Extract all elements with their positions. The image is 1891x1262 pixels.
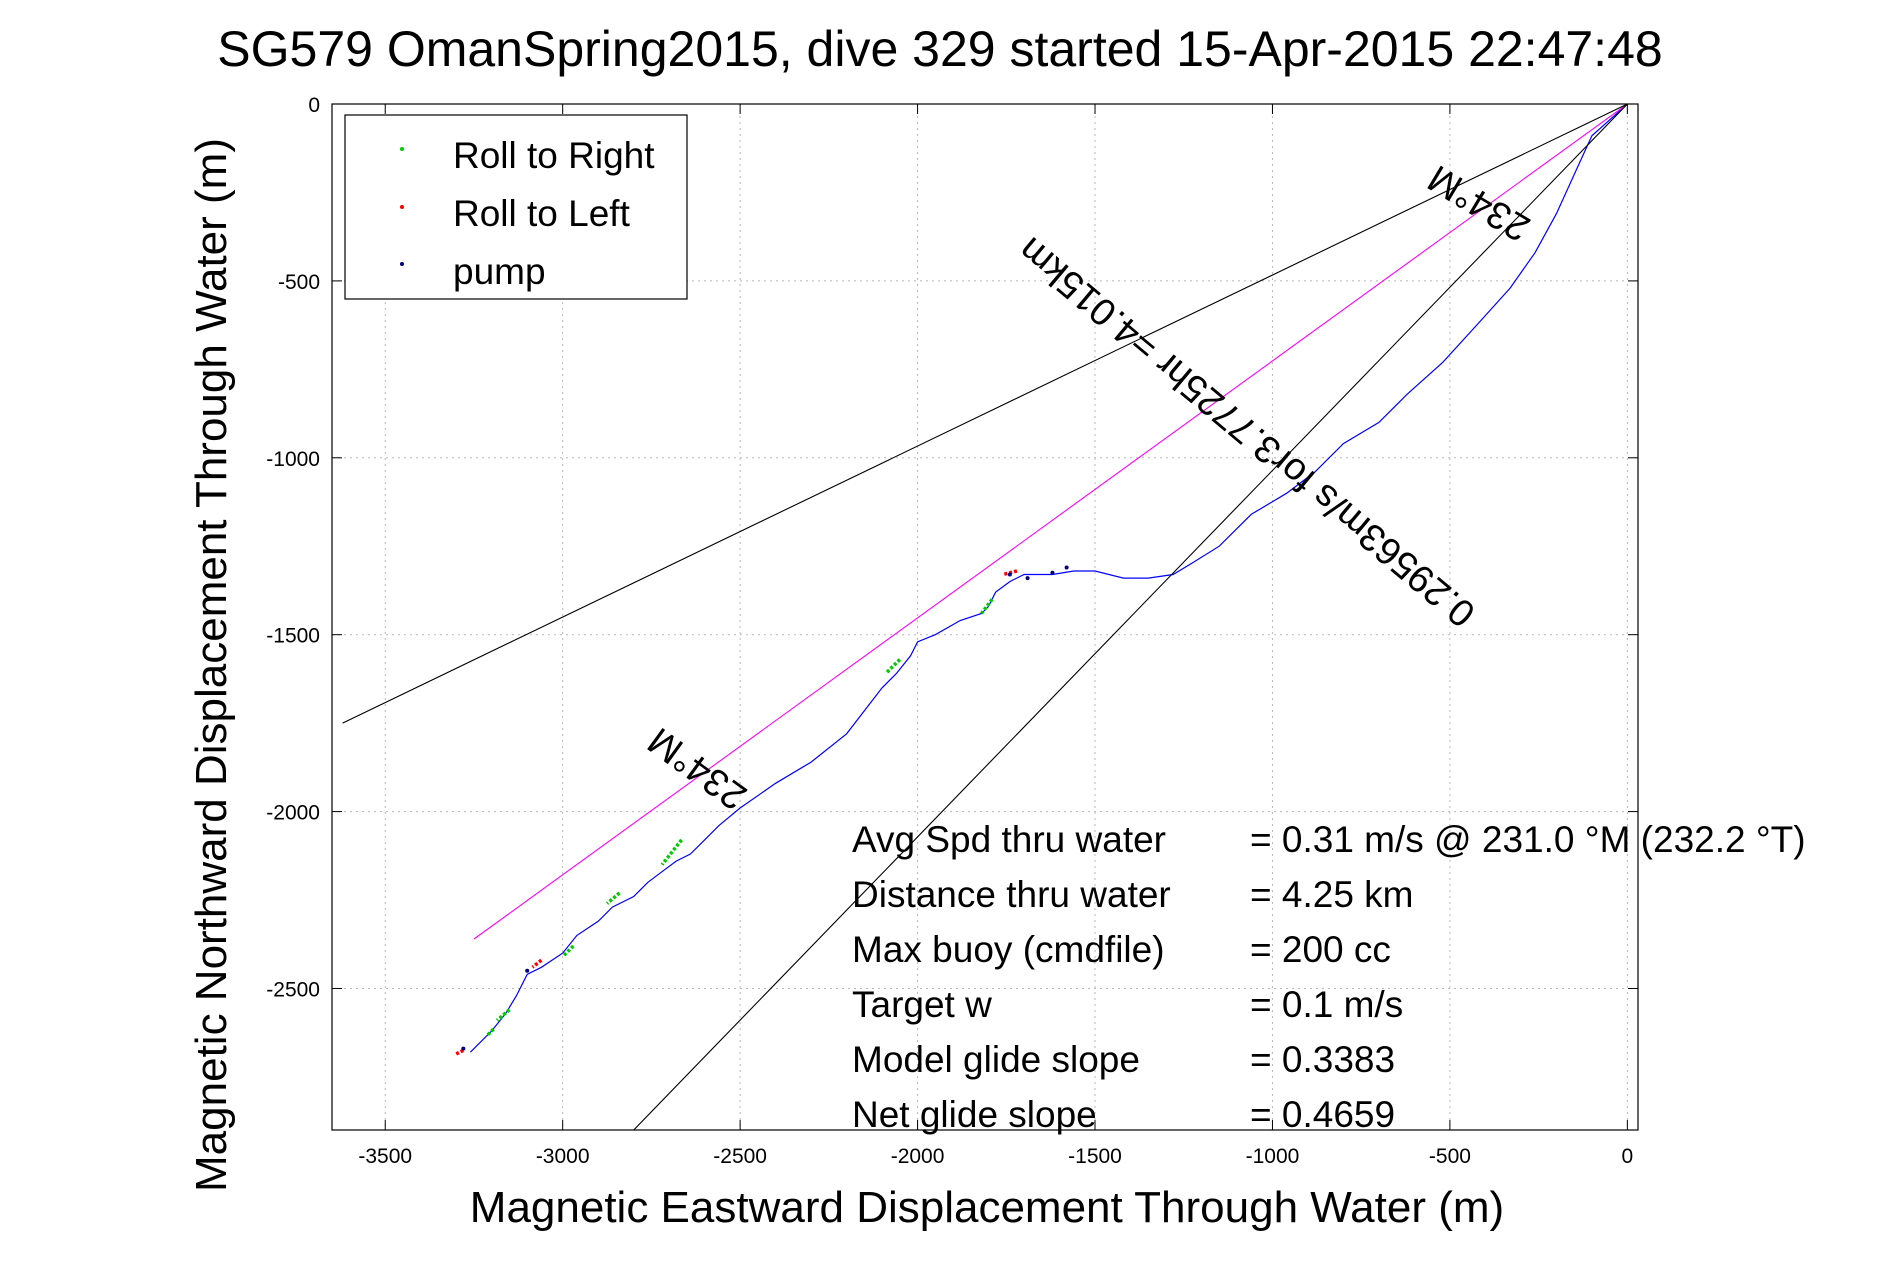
roll-left-segment [455, 1048, 465, 1056]
roll-right-segment [561, 944, 575, 958]
pump-point [1007, 572, 1012, 577]
legend-item-roll-left: Roll to Left [400, 193, 631, 234]
stats-panel: Avg Spd thru water = 0.31 m/s @ 231.0 °M… [852, 819, 1806, 1135]
bound-line-lower [633, 104, 1628, 1130]
x-tick-label: -500 [1429, 1145, 1471, 1168]
x-tick-label: -3000 [536, 1145, 590, 1168]
x-tick-label: -2000 [891, 1145, 945, 1168]
legend-label-pump: pump [453, 251, 546, 292]
legend-marker-roll-left [400, 205, 404, 209]
x-tick-label: -2500 [713, 1145, 767, 1168]
chart-title: SG579 OmanSpring2015, dive 329 started 1… [217, 21, 1662, 77]
stat-value-distance: = 4.25 km [1250, 874, 1414, 915]
roll-right-segment [660, 838, 683, 866]
stat-label-net-glide: Net glide slope [852, 1094, 1097, 1135]
stat-value-net-glide: = 0.4659 [1250, 1094, 1395, 1135]
stat-value-max-buoy: = 200 cc [1250, 929, 1391, 970]
legend-label-roll-right: Roll to Right [453, 135, 655, 176]
legend-marker-roll-right [400, 147, 404, 151]
roll-right-segment [884, 658, 902, 675]
legend-marker-pump [400, 262, 404, 266]
track-line [469, 104, 1628, 1053]
x-tick-label: -1000 [1246, 1145, 1300, 1168]
axis-ticks: -3500 -3000 -2500 -2000 -1500 -1000 -500 0 0 -500… [266, 94, 1638, 1168]
roll-right-segment [495, 1008, 511, 1022]
pump-point [1050, 570, 1055, 575]
y-tick-label: -2000 [266, 802, 320, 825]
pump-point [1025, 576, 1030, 581]
y-tick-label: -2500 [266, 978, 320, 1001]
legend-item-pump: pump [400, 251, 546, 292]
roll-left-segment [531, 958, 543, 969]
pump-point [461, 1046, 466, 1051]
heading-line [473, 104, 1628, 940]
pump-point [525, 968, 530, 973]
stat-label-model-glide: Model glide slope [852, 1039, 1140, 1080]
roll-right-segment [485, 1027, 495, 1038]
roll-right-segment [605, 891, 621, 905]
y-axis-label: Magnetic Northward Displacement Through … [187, 138, 236, 1192]
stat-label-distance: Distance thru water [852, 874, 1171, 915]
x-tick-label: -1500 [1068, 1145, 1122, 1168]
y-tick-label: -1000 [266, 448, 320, 471]
pump-point [1064, 565, 1069, 570]
y-tick-label: -500 [278, 271, 320, 294]
stat-label-target-w: Target w [852, 984, 992, 1025]
stat-label-max-buoy: Max buoy (cmdfile) [852, 929, 1165, 970]
plot-frame [331, 103, 1639, 1131]
legend-label-roll-left: Roll to Left [453, 193, 631, 234]
x-tick-label: -3500 [358, 1145, 412, 1168]
roll-right-segment [980, 598, 994, 615]
stat-value-avg-speed: = 0.31 m/s @ 231.0 °M (232.2 °T) [1250, 819, 1806, 860]
stat-value-model-glide: = 0.3383 [1250, 1039, 1395, 1080]
legend-item-roll-right: Roll to Right [400, 135, 655, 176]
y-tick-label: -1500 [266, 625, 320, 648]
marks-layer [455, 565, 1069, 1056]
x-tick-label: 0 [1622, 1145, 1634, 1168]
legend: Roll to Right Roll to Left pump [344, 114, 688, 300]
y-tick-label: 0 [308, 94, 320, 117]
x-axis-label: Magnetic Eastward Displacement Through W… [470, 1183, 1504, 1232]
stat-label-avg-speed: Avg Spd thru water [852, 819, 1166, 860]
bound-line-upper [342, 104, 1628, 724]
series-layer [342, 104, 1628, 1130]
stat-value-target-w: = 0.1 m/s [1250, 984, 1403, 1025]
